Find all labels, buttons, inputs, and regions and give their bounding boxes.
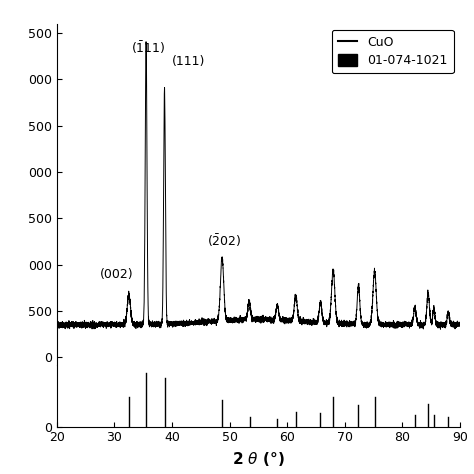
- X-axis label: 2 $\theta$ (°): 2 $\theta$ (°): [232, 450, 285, 468]
- Text: $(\bar{2}02)$: $(\bar{2}02)$: [207, 233, 241, 249]
- Text: (111): (111): [172, 55, 205, 68]
- Text: (002): (002): [100, 268, 134, 282]
- Legend: CuO, 01-074-1021: CuO, 01-074-1021: [332, 30, 454, 73]
- Text: $(\bar{1}11)$: $(\bar{1}11)$: [130, 40, 165, 56]
